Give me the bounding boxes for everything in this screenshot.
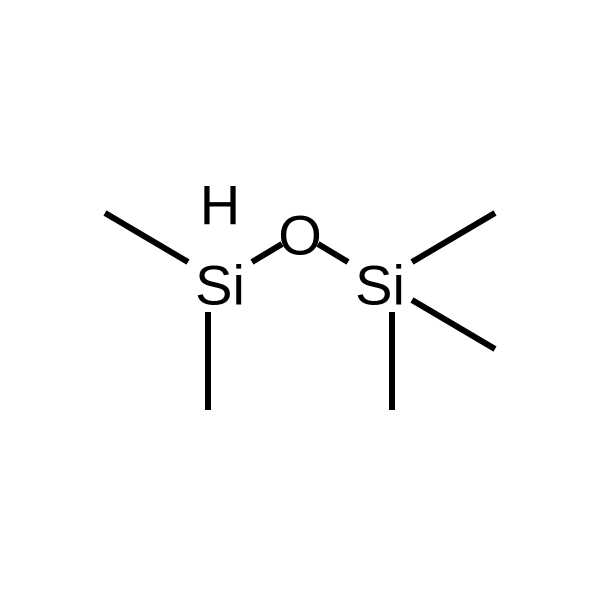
background <box>0 0 600 600</box>
molecule-diagram: Si HO Si <box>0 0 600 600</box>
atom-label-Si_right: Si <box>355 254 405 317</box>
atom-label-H_left: H <box>200 174 240 237</box>
atom-label-Si_left: Si <box>195 254 245 317</box>
atom-label-O_center: O <box>278 204 322 267</box>
